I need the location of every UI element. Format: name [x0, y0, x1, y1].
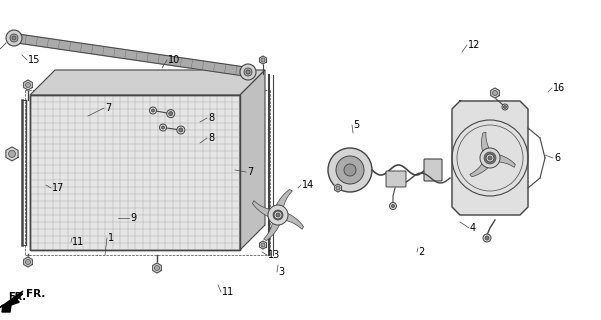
Text: FR.: FR.: [26, 289, 45, 299]
FancyBboxPatch shape: [424, 159, 442, 181]
Polygon shape: [30, 95, 240, 250]
Polygon shape: [264, 220, 281, 241]
Circle shape: [273, 210, 283, 220]
Polygon shape: [490, 88, 499, 98]
Circle shape: [151, 109, 154, 112]
Circle shape: [274, 211, 282, 219]
Circle shape: [25, 83, 31, 87]
Text: 14: 14: [302, 180, 314, 190]
Circle shape: [169, 112, 172, 116]
Circle shape: [240, 64, 256, 80]
Polygon shape: [13, 34, 249, 76]
Polygon shape: [30, 70, 265, 95]
Text: 5: 5: [353, 120, 359, 130]
Polygon shape: [470, 161, 490, 177]
Circle shape: [328, 148, 372, 192]
Polygon shape: [0, 291, 23, 312]
Text: 7: 7: [105, 103, 111, 113]
Circle shape: [391, 204, 394, 207]
Circle shape: [244, 68, 252, 76]
Circle shape: [276, 213, 280, 217]
Polygon shape: [260, 56, 266, 64]
Circle shape: [150, 107, 156, 114]
Text: 6: 6: [554, 153, 560, 163]
Circle shape: [336, 186, 340, 190]
Polygon shape: [335, 184, 341, 192]
Circle shape: [492, 91, 498, 95]
Text: FR.: FR.: [8, 292, 26, 302]
Circle shape: [336, 156, 364, 184]
Text: 7: 7: [247, 167, 253, 177]
Polygon shape: [252, 201, 273, 218]
Circle shape: [502, 104, 508, 110]
Circle shape: [177, 126, 185, 134]
FancyBboxPatch shape: [386, 171, 406, 187]
Circle shape: [12, 36, 16, 40]
Polygon shape: [496, 154, 515, 167]
Circle shape: [344, 164, 356, 176]
Polygon shape: [481, 132, 490, 155]
Polygon shape: [153, 263, 161, 273]
Circle shape: [389, 203, 397, 210]
Circle shape: [10, 34, 18, 42]
Text: 2: 2: [418, 247, 424, 257]
Circle shape: [261, 243, 265, 247]
Circle shape: [480, 148, 500, 168]
Circle shape: [504, 106, 507, 108]
Text: 16: 16: [553, 83, 566, 93]
Polygon shape: [275, 189, 292, 210]
Text: 8: 8: [208, 133, 214, 143]
Circle shape: [483, 234, 491, 242]
Circle shape: [25, 260, 31, 265]
Text: 11: 11: [72, 237, 84, 247]
Circle shape: [159, 124, 166, 131]
Text: 3: 3: [278, 267, 284, 277]
Circle shape: [268, 205, 288, 225]
Text: 15: 15: [28, 55, 40, 65]
Text: 12: 12: [468, 40, 480, 50]
Circle shape: [485, 236, 489, 240]
Circle shape: [8, 150, 16, 157]
Text: 8: 8: [208, 113, 214, 123]
Circle shape: [488, 156, 492, 160]
Circle shape: [6, 30, 22, 46]
Circle shape: [179, 128, 183, 132]
Text: 9: 9: [130, 213, 136, 223]
Circle shape: [484, 152, 496, 164]
Text: 13: 13: [268, 250, 280, 260]
Polygon shape: [452, 101, 528, 215]
Circle shape: [162, 126, 165, 129]
Text: 11: 11: [222, 287, 234, 297]
Circle shape: [246, 70, 250, 74]
Polygon shape: [23, 257, 32, 267]
Circle shape: [154, 266, 159, 270]
Circle shape: [261, 58, 265, 62]
Polygon shape: [240, 70, 265, 250]
Polygon shape: [6, 147, 18, 161]
Circle shape: [166, 110, 175, 118]
Text: 1: 1: [108, 233, 114, 243]
Text: 17: 17: [52, 183, 64, 193]
Text: 10: 10: [168, 55, 180, 65]
Polygon shape: [23, 80, 32, 90]
Circle shape: [486, 154, 494, 162]
Polygon shape: [283, 212, 304, 229]
Text: 4: 4: [470, 223, 476, 233]
Polygon shape: [260, 241, 266, 249]
